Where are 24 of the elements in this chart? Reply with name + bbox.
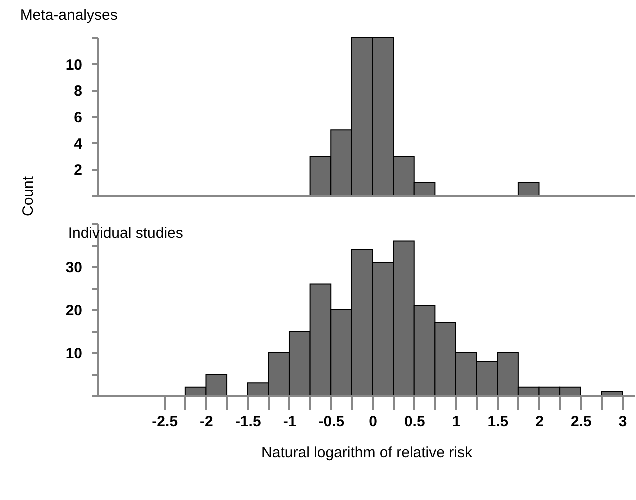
y-tick-label: 6 xyxy=(74,110,82,126)
x-tick-label: 1.5 xyxy=(488,414,509,430)
x-tick-label: -2.5 xyxy=(152,414,178,430)
x-tick-label: -1 xyxy=(283,414,297,430)
x-tick-label: 0 xyxy=(369,414,378,430)
x-tick-label: 2.5 xyxy=(570,414,592,430)
x-tick-label: 0.5 xyxy=(404,414,426,430)
x-tick-label: 1 xyxy=(452,414,461,430)
y-tick-label: 2 xyxy=(74,162,82,180)
x-tick-label: -2 xyxy=(200,414,214,430)
y-tick-label: 10 xyxy=(66,56,82,74)
y-tick-label: 10 xyxy=(66,346,82,362)
x-tick-label: 3 xyxy=(618,414,628,430)
x-axis-title: Natural logarithm of relative risk xyxy=(262,444,473,462)
x-tick-label: 2 xyxy=(536,414,544,430)
y-axis-title: Count xyxy=(20,176,37,217)
x-tick-label: -1.5 xyxy=(235,414,262,430)
y-tick-label: 20 xyxy=(66,302,82,320)
y-tick-label: 30 xyxy=(66,260,82,276)
chart-title: Meta-analyses xyxy=(20,7,118,24)
y-tick-label: 4 xyxy=(74,136,84,153)
chart-title: Individual studies xyxy=(68,225,184,242)
x-tick-label: -0.5 xyxy=(318,414,345,430)
y-tick-label: 8 xyxy=(74,83,82,100)
